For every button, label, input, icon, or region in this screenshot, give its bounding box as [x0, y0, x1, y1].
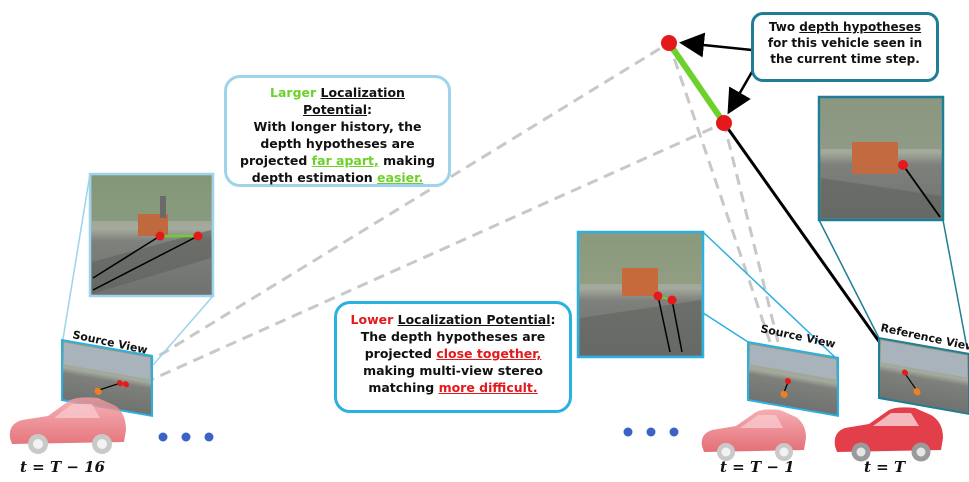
callout-larger-line4: depth estimation easier. [251, 170, 424, 185]
zoom-inset-reference [817, 95, 968, 349]
callout-larger-line2: depth hypotheses are [260, 136, 415, 151]
dashed-rays [143, 41, 780, 385]
callout-larger-line1: With longer history, the [253, 119, 422, 134]
hypothesis-segment [666, 41, 727, 125]
source-view-right [747, 340, 839, 418]
arrow-to-far-point [679, 32, 753, 58]
time-label-t-minus-16: t = T − 16 [20, 458, 105, 476]
callout-two-line3: the current time step. [770, 52, 920, 66]
depth-hypothesis-far [661, 35, 677, 51]
ray-right-far [667, 42, 772, 343]
depth-hypothesis-near [716, 115, 732, 131]
ellipsis-dots-left [158, 432, 214, 442]
callout-larger-potential: Larger Localization Potential: With long… [224, 75, 451, 187]
ray-left-far [143, 41, 670, 367]
callout-lower-line2: projected close together, [364, 346, 542, 361]
car-t-minus-1 [701, 409, 806, 461]
callout-two-line1: Two depth hypotheses [768, 20, 922, 34]
time-label-t-minus-1: t = T − 1 [720, 458, 795, 476]
ellipsis-dots-right [623, 427, 679, 437]
reference-view [878, 336, 969, 416]
callout-lower-line1: The depth hypotheses are [360, 329, 546, 344]
callout-lower-title: Lower Localization Potential: [350, 312, 556, 327]
car-t [834, 407, 943, 462]
callout-larger-line3: projected far apart, making [240, 153, 435, 168]
ray-right-near [722, 122, 780, 343]
callout-two-line2: for this vehicle seen in [767, 36, 923, 50]
callout-two-hypotheses: Two depth hypotheses for this vehicle se… [751, 12, 939, 82]
callout-lower-line3: making multi-view stereo [363, 363, 543, 378]
source-view-left [61, 338, 153, 418]
callout-larger-title: Larger Localization Potential: [270, 85, 405, 117]
zoom-inset-left [61, 172, 215, 366]
callout-lower-line4: matching more difficult. [368, 380, 538, 395]
time-label-t: t = T [864, 458, 906, 476]
ray-left-near [143, 121, 725, 385]
callout-lower-potential: Lower Localization Potential: The depth … [334, 301, 572, 413]
zoom-inset-source-right [576, 230, 839, 361]
car-t-minus-16 [9, 397, 126, 454]
